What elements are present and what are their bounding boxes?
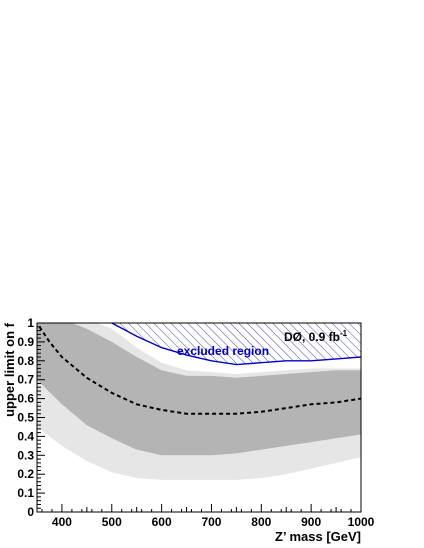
y-tick-labels: 0 0.1 0.2 0.3 0.4 0.5 0.6 0.7 0.8 0.9 1 bbox=[17, 316, 34, 519]
y-tick-label: 0.1 bbox=[17, 486, 34, 500]
excluded-region-label: excluded region bbox=[177, 344, 269, 358]
y-tick-label: 0.2 bbox=[17, 467, 34, 481]
y-tick-label: 0.8 bbox=[17, 354, 34, 368]
y-tick-label: 0 bbox=[27, 505, 34, 519]
one-sigma-band bbox=[37, 323, 361, 456]
experiment-label-sup: -1 bbox=[340, 329, 348, 338]
x-tick-label: 800 bbox=[251, 515, 271, 529]
experiment-label: DØ, 0.9 fb-1 bbox=[284, 329, 348, 344]
x-tick-labels: 400 500 600 700 800 900 1000 bbox=[52, 515, 375, 529]
x-tick-label: 1000 bbox=[348, 515, 375, 529]
x-tick-label: 500 bbox=[102, 515, 122, 529]
y-tick-label: 0.5 bbox=[17, 411, 34, 425]
x-axis-ticks bbox=[36, 504, 362, 512]
y-tick-label: 0.9 bbox=[17, 335, 34, 349]
y-tick-label: 0.3 bbox=[17, 448, 34, 462]
y-tick-label: 1 bbox=[27, 316, 34, 330]
observed-limit-line bbox=[111, 323, 361, 366]
excluded-region-hatch bbox=[111, 323, 361, 365]
y-axis-title: upper limit on f bbox=[2, 322, 17, 417]
y-tick-label: 0.6 bbox=[17, 392, 34, 406]
experiment-label-text: DØ, 0.9 fb bbox=[284, 330, 340, 344]
x-tick-label: 400 bbox=[52, 515, 72, 529]
x-tick-label: 600 bbox=[152, 515, 172, 529]
y-tick-label: 0.7 bbox=[17, 373, 34, 387]
y-axis-ticks bbox=[37, 322, 45, 513]
x-axis-title: Z’ mass [GeV] bbox=[275, 529, 361, 544]
x-tick-label: 900 bbox=[301, 515, 321, 529]
x-tick-label: 700 bbox=[201, 515, 221, 529]
y-tick-label: 0.4 bbox=[17, 429, 34, 443]
expected-limit-line bbox=[38, 326, 361, 415]
